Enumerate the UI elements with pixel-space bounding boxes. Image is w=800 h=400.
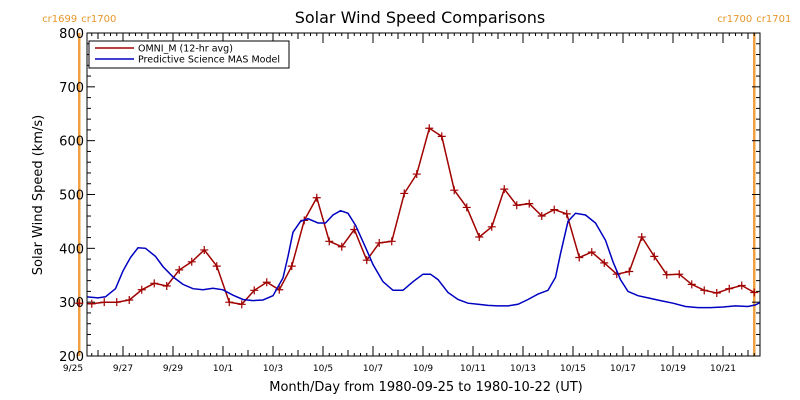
omni-data-point	[450, 186, 459, 195]
plot-frame	[86, 32, 761, 357]
legend-entry-label: OMNI_M (12-hr avg)	[138, 44, 233, 55]
chart-title: Solar Wind Speed Comparisons	[295, 8, 546, 27]
omni-data-point	[87, 299, 96, 308]
omni-data-point	[125, 296, 134, 305]
omni-data-point	[587, 248, 596, 257]
omni-data-point	[412, 170, 421, 179]
omni-data-point	[750, 288, 759, 297]
x-tick-label: 9/27	[113, 364, 133, 374]
y-tick-label: 200	[59, 350, 84, 365]
omni-data-point	[725, 284, 734, 293]
omni-data-point	[162, 282, 171, 291]
x-tick-label: 10/15	[560, 364, 586, 374]
omni-data-point	[225, 298, 234, 307]
x-tick-label: 10/7	[363, 364, 383, 374]
omni-data-point	[600, 258, 609, 267]
omni-data-point	[487, 222, 496, 231]
omni-data-point	[325, 237, 334, 246]
x-tick-label: 10/17	[610, 364, 636, 374]
y-tick-label: 300	[59, 296, 84, 311]
y-tick-label: 800	[59, 27, 84, 42]
omni-data-point	[375, 238, 384, 247]
carrington-label-left: cr1700	[717, 14, 752, 25]
omni-data-point	[187, 257, 196, 266]
omni-data-point	[550, 205, 559, 214]
omni-data-point	[150, 279, 159, 288]
y-tick-label: 600	[59, 135, 84, 150]
omni-data-point	[562, 209, 571, 218]
y-tick-label: 500	[59, 189, 84, 204]
x-tick-label: 10/5	[313, 364, 333, 374]
omni-data-point	[425, 124, 434, 133]
omni-data-point	[625, 267, 634, 276]
legend-box	[88, 40, 290, 69]
omni-data-point	[400, 189, 409, 198]
x-tick-label: 10/3	[263, 364, 283, 374]
omni-data-point	[200, 245, 209, 254]
x-tick-label: 10/11	[460, 364, 486, 374]
x-tick-label: 9/25	[63, 364, 83, 374]
omni-data-point	[387, 237, 396, 246]
omni-data-point	[737, 281, 746, 290]
y-tick-label: 400	[59, 242, 84, 257]
omni-data-point	[337, 242, 346, 251]
legend: OMNI_M (12-hr avg)Predictive Science MAS…	[88, 40, 290, 69]
omni-data-point	[475, 233, 484, 242]
omni-data-point	[362, 256, 371, 265]
x-axis-label: Month/Day from 1980-09-25 to 1980-10-22 …	[269, 380, 582, 395]
omni-data-point	[500, 185, 509, 194]
omni-data-point	[175, 265, 184, 274]
omni-data-point	[525, 199, 534, 208]
x-tick-label: 10/19	[660, 364, 686, 374]
omni-data-point	[212, 262, 221, 271]
y-axis-label: Solar Wind Speed (km/s)	[31, 115, 46, 275]
omni-data-point	[687, 280, 696, 289]
omni-data-point	[250, 286, 259, 295]
x-tick-label: 10/1	[213, 364, 233, 374]
omni-data-point	[662, 270, 671, 279]
omni-data-point	[712, 289, 721, 298]
omni-data-point	[462, 203, 471, 212]
carrington-label-left: cr1699	[42, 14, 77, 25]
omni-data-point	[700, 286, 709, 295]
series-line-mas-model	[87, 209, 760, 309]
x-tick-label: 10/21	[710, 364, 736, 374]
omni-data-point	[512, 201, 521, 210]
legend-entry-label: Predictive Science MAS Model	[138, 55, 280, 66]
omni-data-point	[650, 252, 659, 261]
omni-data-point	[537, 212, 546, 221]
series-layer	[75, 124, 760, 309]
omni-data-point	[262, 278, 271, 287]
omni-data-point	[112, 298, 121, 307]
y-tick-label: 700	[59, 81, 84, 96]
omni-data-point	[100, 298, 109, 307]
carrington-label-right: cr1701	[756, 14, 791, 25]
omni-data-point	[637, 233, 646, 242]
omni-data-point	[287, 262, 296, 271]
omni-data-point	[437, 132, 446, 141]
x-tick-label: 10/13	[510, 364, 536, 374]
omni-data-point	[575, 253, 584, 262]
omni-data-point	[675, 270, 684, 279]
omni-data-point	[137, 285, 146, 294]
omni-data-point	[75, 299, 84, 308]
carrington-label-right: cr1700	[81, 14, 116, 25]
omni-data-point	[237, 300, 246, 309]
x-tick-label: 10/9	[413, 364, 433, 374]
omni-data-point	[312, 193, 321, 202]
x-tick-label: 9/29	[163, 364, 183, 374]
